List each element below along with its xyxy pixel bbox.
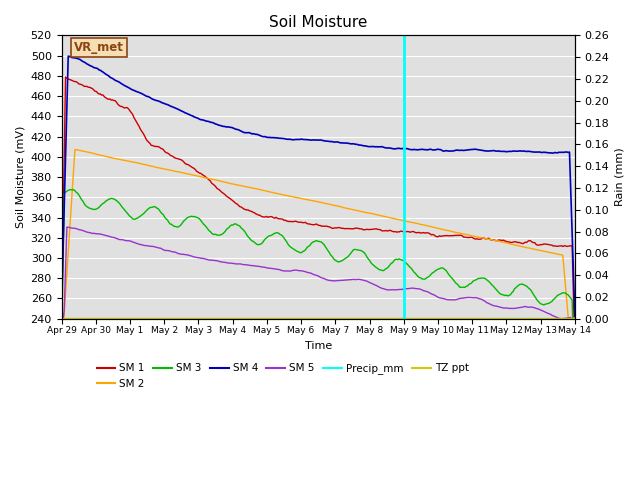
SM 4 (501, 149, 509, 155)
Text: VR_met: VR_met (74, 41, 124, 54)
SM 3 (323, 246, 331, 252)
TZ ppt (500, 315, 508, 321)
SM 2 (568, 360, 576, 366)
SM 2 (425, 223, 433, 229)
SM 4 (58, 305, 65, 311)
SM 3 (58, 339, 65, 345)
SM 3 (568, 297, 576, 303)
SM 2 (71, 147, 79, 153)
SM 3 (501, 293, 509, 299)
TZ ppt (424, 315, 431, 321)
SM 4 (571, 313, 579, 319)
TZ ppt (75, 315, 83, 321)
SM 5 (323, 277, 331, 283)
SM 1 (61, 74, 69, 80)
SM 3 (425, 274, 433, 279)
SM 5 (571, 318, 579, 324)
SM 2 (93, 151, 100, 157)
Line: SM 4: SM 4 (61, 56, 575, 316)
SM 5 (58, 318, 65, 324)
SM 4 (568, 231, 576, 237)
SM 2 (58, 352, 65, 358)
SM 5 (501, 305, 509, 311)
SM 5 (93, 231, 100, 237)
SM 4 (425, 147, 433, 153)
SM 5 (76, 227, 84, 233)
Y-axis label: Rain (mm): Rain (mm) (615, 148, 625, 206)
TZ ppt (322, 315, 330, 321)
SM 5 (63, 224, 71, 230)
SM 5 (425, 289, 433, 295)
SM 4 (65, 53, 72, 59)
Line: SM 5: SM 5 (61, 227, 575, 321)
TZ ppt (567, 315, 575, 321)
SM 3 (76, 194, 84, 200)
SM 1 (571, 349, 579, 355)
SM 2 (76, 148, 84, 154)
SM 1 (76, 81, 84, 87)
SM 5 (568, 318, 576, 324)
TZ ppt (91, 315, 99, 321)
Line: SM 3: SM 3 (61, 190, 575, 406)
Title: Soil Moisture: Soil Moisture (269, 15, 367, 30)
SM 1 (93, 89, 100, 95)
SM 1 (425, 230, 433, 236)
SM 1 (58, 316, 65, 322)
SM 3 (70, 187, 77, 192)
SM 3 (93, 206, 100, 212)
Legend: SM 1, SM 2, SM 3, SM 4, SM 5, Precip_mm, TZ ppt: SM 1, SM 2, SM 3, SM 4, SM 5, Precip_mm,… (92, 360, 473, 393)
SM 3 (571, 403, 579, 408)
TZ ppt (58, 315, 65, 321)
Line: SM 1: SM 1 (61, 77, 575, 352)
SM 2 (501, 240, 509, 245)
SM 2 (323, 201, 331, 206)
SM 4 (93, 65, 100, 71)
SM 1 (501, 238, 509, 244)
SM 4 (323, 138, 331, 144)
Y-axis label: Soil Moisture (mV): Soil Moisture (mV) (15, 126, 25, 228)
X-axis label: Time: Time (305, 341, 332, 351)
Line: SM 2: SM 2 (61, 150, 575, 394)
SM 4 (76, 57, 84, 62)
SM 1 (323, 223, 331, 229)
SM 2 (571, 391, 579, 396)
TZ ppt (571, 315, 579, 321)
SM 1 (568, 244, 576, 250)
